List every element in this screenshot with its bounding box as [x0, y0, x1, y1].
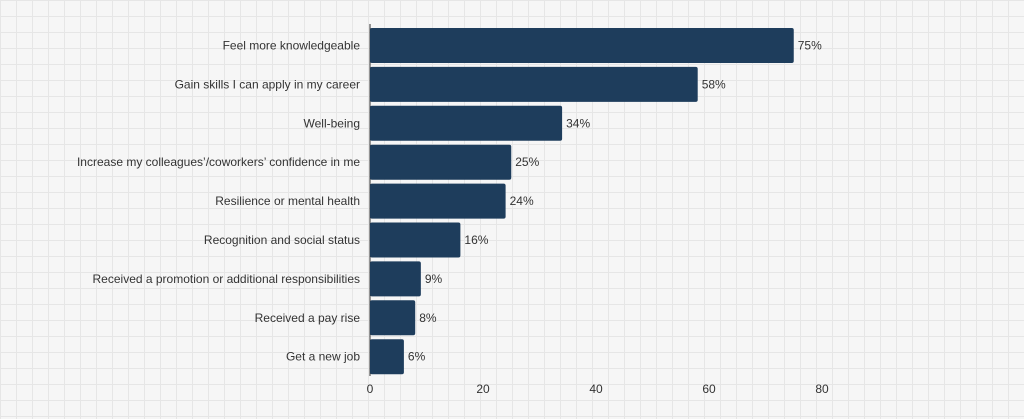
value-label: 25%	[515, 155, 539, 169]
category-label: Well-being	[304, 116, 360, 130]
value-label: 58%	[702, 77, 726, 91]
category-label: Resilience or mental health	[215, 194, 360, 208]
bar	[370, 183, 506, 219]
value-label: 8%	[419, 311, 437, 325]
bars-group	[370, 28, 794, 375]
value-label: 24%	[510, 194, 534, 208]
category-label: Gain skills I can apply in my career	[175, 77, 360, 91]
bar	[370, 144, 512, 180]
category-label: Increase my colleagues’/coworkers’ confi…	[77, 155, 360, 169]
bar	[370, 339, 404, 375]
value-label: 75%	[798, 39, 822, 53]
x-tick-label: 40	[589, 382, 603, 396]
bar	[370, 105, 563, 141]
x-tick-label: 80	[815, 382, 829, 396]
x-tick-label: 20	[476, 382, 490, 396]
bar	[370, 261, 421, 297]
x-tick-label: 60	[702, 382, 716, 396]
value-labels: 75% 58% 34% 25% 24% 16% 9% 8% 6%	[408, 39, 822, 364]
bar	[370, 28, 794, 63]
bar	[370, 222, 461, 258]
value-label: 6%	[408, 350, 426, 364]
category-label: Get a new job	[286, 350, 360, 364]
category-label: Feel more knowledgeable	[223, 39, 361, 53]
category-label: Recognition and social status	[204, 233, 360, 247]
value-label: 16%	[464, 233, 488, 247]
category-label: Received a promotion or additional respo…	[93, 272, 360, 286]
value-label: 9%	[425, 272, 443, 286]
x-axis-ticks: 0 20 40 60 80	[367, 382, 829, 396]
category-label: Received a pay rise	[255, 311, 361, 325]
x-tick-label: 0	[367, 382, 374, 396]
bar	[370, 300, 416, 336]
category-labels: Feel more knowledgeable Gain skills I can…	[77, 39, 360, 364]
value-label: 34%	[566, 116, 590, 130]
bar	[370, 66, 698, 102]
